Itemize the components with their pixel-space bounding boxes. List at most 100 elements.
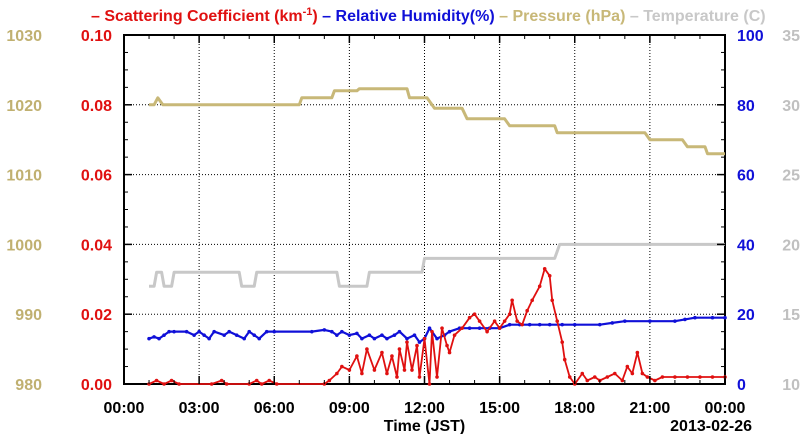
data-point	[367, 333, 372, 337]
data-point	[445, 343, 449, 348]
data-point	[247, 329, 252, 334]
series-line	[149, 87, 725, 156]
data-point	[355, 331, 359, 336]
data-point	[224, 382, 229, 386]
data-point	[234, 333, 239, 337]
data-point	[605, 375, 610, 379]
pressure-tick-label: 1030	[6, 28, 42, 45]
data-point	[335, 371, 339, 376]
legend-label-temp: Temperature (C)	[643, 8, 765, 25]
data-point	[322, 328, 327, 332]
data-point	[623, 319, 627, 323]
series-scattering-coefficient-km-1	[147, 267, 727, 386]
data-point	[660, 375, 665, 379]
data-point	[264, 329, 269, 334]
data-point	[310, 329, 314, 334]
data-point	[412, 333, 417, 337]
temperature-tick-label: 30	[782, 98, 800, 115]
data-point	[252, 333, 257, 337]
data-point	[547, 322, 552, 327]
data-point	[360, 336, 364, 341]
data-point	[177, 382, 181, 386]
date-label: 2013-02-26	[670, 418, 752, 434]
data-point	[152, 335, 156, 339]
legend-dash: –	[318, 8, 336, 25]
data-point	[492, 319, 497, 323]
legend-label-scat: Scattering Coefficient (km	[104, 8, 302, 25]
data-point	[472, 312, 477, 317]
scattering-tick-label: 0.10	[81, 28, 112, 45]
data-point	[530, 298, 534, 303]
data-point	[613, 371, 617, 376]
data-point	[427, 326, 432, 330]
data-point	[723, 315, 727, 320]
data-point	[219, 378, 224, 383]
data-point	[477, 319, 482, 323]
data-point	[169, 378, 174, 383]
pressure-tick-label: 990	[15, 307, 42, 324]
x-tick-label: 15:00	[479, 400, 520, 417]
data-point	[645, 375, 650, 379]
data-point	[447, 329, 452, 334]
data-point	[435, 336, 439, 341]
x-tick-label: 18:00	[554, 400, 595, 417]
scattering-tick-label: 0.06	[81, 168, 112, 185]
data-point	[254, 378, 259, 383]
data-point	[372, 336, 377, 341]
data-point	[207, 336, 211, 341]
data-point	[635, 350, 640, 355]
data-point	[340, 329, 344, 334]
x-tick-label: 03:00	[179, 400, 220, 417]
data-point	[360, 371, 364, 376]
data-point	[685, 375, 690, 379]
data-point	[467, 315, 472, 320]
data-point	[555, 319, 560, 323]
data-point	[395, 375, 399, 379]
x-axis-title: Time (JST)	[384, 418, 466, 434]
pressure-tick-label: 980	[15, 377, 42, 394]
data-point	[630, 371, 635, 376]
x-tick-label: 00:00	[104, 400, 145, 417]
data-point	[392, 333, 397, 337]
legend-dash: –	[495, 8, 513, 25]
legend-superscript: -1	[303, 6, 313, 18]
data-point	[507, 322, 512, 327]
humidity-tick-label: 60	[737, 168, 755, 185]
data-point	[673, 319, 677, 323]
data-point	[274, 382, 279, 386]
data-point	[467, 326, 472, 330]
data-point	[162, 382, 166, 386]
data-point	[242, 336, 246, 341]
data-point	[537, 284, 542, 289]
data-point	[640, 371, 645, 376]
data-point	[572, 322, 577, 327]
scattering-tick-label: 0.02	[81, 307, 112, 324]
x-tick-label: 12:00	[404, 400, 445, 417]
data-point	[330, 329, 334, 334]
temperature-tick-label: 35	[782, 28, 800, 45]
data-point	[625, 364, 630, 369]
data-point	[380, 333, 384, 337]
data-point	[560, 322, 565, 327]
data-point	[560, 340, 565, 344]
chart-legend: – Scattering Coefficient (km-1) – Relati…	[91, 6, 766, 25]
series-line	[149, 242, 725, 288]
data-point	[405, 340, 409, 344]
legend-dash: –	[625, 8, 643, 25]
series-pressure-hpa	[149, 87, 725, 156]
humidity-tick-label: 80	[737, 98, 755, 115]
data-point	[167, 329, 171, 334]
x-tick-label: 09:00	[329, 400, 370, 417]
humidity-tick-label: 0	[737, 377, 746, 394]
data-point	[477, 326, 482, 330]
series-temperature-c	[149, 242, 725, 288]
data-point	[422, 336, 427, 341]
data-point	[162, 333, 166, 337]
data-point	[648, 319, 652, 323]
data-point	[212, 329, 216, 334]
temperature-tick-label: 25	[782, 168, 800, 185]
humidity-tick-label: 40	[737, 237, 755, 254]
data-point	[154, 378, 159, 383]
data-point	[452, 333, 457, 337]
